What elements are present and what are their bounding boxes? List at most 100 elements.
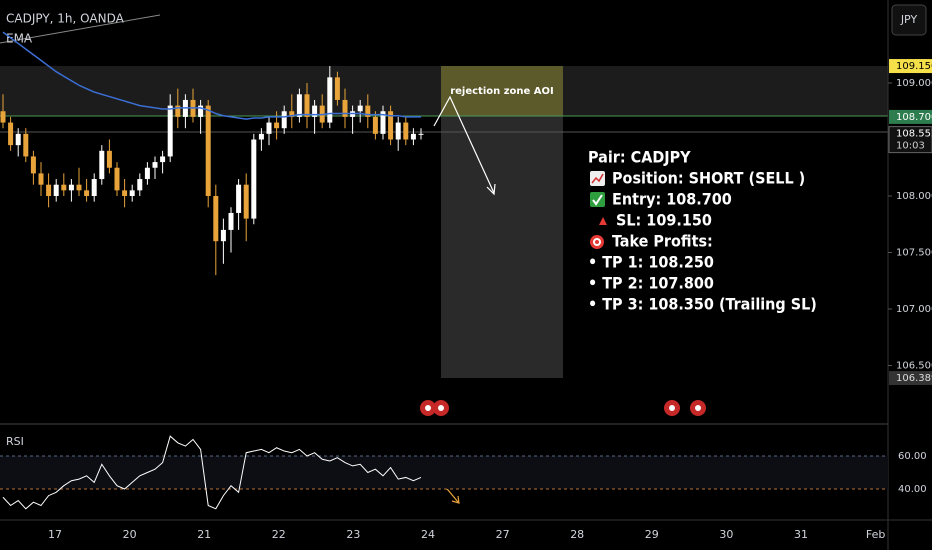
candle-body xyxy=(296,94,302,117)
candle-body xyxy=(266,122,272,134)
indicator-label: EMA xyxy=(6,32,33,46)
candle-body xyxy=(76,184,82,191)
plan-line: Position: SHORT (SELL ) xyxy=(612,169,805,188)
arrow-head xyxy=(486,183,496,196)
candle-body xyxy=(357,105,363,112)
plan-line: Entry: 108.700 xyxy=(612,190,732,209)
price-tag xyxy=(889,371,932,386)
candle-body xyxy=(15,133,21,146)
candle-body xyxy=(23,133,29,157)
symbol-label: CADJPY, 1h, OANDA xyxy=(6,12,125,26)
time-label: 30 xyxy=(719,528,733,541)
rsi-tick-label: 60.00 xyxy=(898,451,927,462)
time-label: Feb xyxy=(866,528,885,541)
price-tag-label: 108.552 xyxy=(896,129,932,140)
rsi-arrow-head xyxy=(451,495,460,504)
plan-line: • TP 1: 108.250 xyxy=(588,253,714,272)
candle-body xyxy=(84,190,90,196)
price-tick-label: 107.000 xyxy=(896,304,932,315)
plan-line: • TP 2: 107.800 xyxy=(588,274,714,293)
candle-body xyxy=(236,184,242,213)
candle-body xyxy=(418,133,424,135)
candle-body xyxy=(380,111,386,134)
candle-body xyxy=(410,133,416,140)
candle-body xyxy=(205,105,211,196)
price-tick-label: 108.000 xyxy=(896,191,932,202)
chart-icon-line xyxy=(591,173,604,184)
time-label: 24 xyxy=(421,528,435,541)
price-tag-label: 106.389 xyxy=(896,373,932,384)
currency-button[interactable] xyxy=(891,4,927,36)
event-icon-dot xyxy=(438,405,444,411)
target-center xyxy=(595,240,599,244)
candle-body xyxy=(8,122,14,146)
candle-body xyxy=(61,184,67,191)
sl-icon xyxy=(599,217,607,225)
candle-body xyxy=(91,179,97,196)
price-tag-label: 109.150 xyxy=(896,61,932,72)
plan-line: SL: 109.150 xyxy=(616,211,712,230)
ema-line xyxy=(2,31,421,120)
plan-line: • TP 3: 108.350 (Trailing SL) xyxy=(588,295,817,314)
candle-body xyxy=(243,184,249,219)
candle-body xyxy=(198,105,204,117)
time-label: 20 xyxy=(123,528,137,541)
time-label: 23 xyxy=(346,528,360,541)
price-tag-label: 108.700 xyxy=(896,112,932,123)
candle-body xyxy=(160,156,166,163)
candle-body xyxy=(99,150,105,180)
candle-body xyxy=(334,77,340,100)
candle-body xyxy=(289,111,295,117)
time-label: 31 xyxy=(794,528,808,541)
candle-body xyxy=(129,190,135,196)
time-label: 27 xyxy=(496,528,510,541)
currency-label[interactable]: JPY xyxy=(900,13,918,26)
trend-line xyxy=(0,14,161,44)
event-icon-dot xyxy=(425,405,431,411)
trade-plan: Pair: CADJPY Position: SHORT (SELL ) Ent… xyxy=(588,148,817,314)
price-tag-countdown: 10:03 xyxy=(896,141,925,152)
candle-body xyxy=(395,122,401,140)
candle-body xyxy=(258,133,264,140)
price-tick-label: 109.000 xyxy=(896,78,932,89)
candle-body xyxy=(312,105,318,117)
time-label: 29 xyxy=(645,528,659,541)
time-label: 22 xyxy=(272,528,286,541)
candle-body xyxy=(167,105,173,157)
event-icons xyxy=(420,400,706,416)
target-zone xyxy=(441,116,563,378)
price-tick-label: 107.500 xyxy=(896,248,932,259)
time-label: 28 xyxy=(570,528,584,541)
candle-body xyxy=(403,122,409,140)
candle-body xyxy=(137,179,143,191)
candle-body xyxy=(152,162,158,168)
candle-body xyxy=(46,184,52,196)
candle-body xyxy=(122,190,128,196)
event-icon-dot xyxy=(669,405,675,411)
candle-body xyxy=(175,105,181,117)
time-label: 21 xyxy=(197,528,211,541)
plan-line: Pair: CADJPY xyxy=(588,148,691,167)
price-tag xyxy=(888,126,932,154)
rsi-label: RSI xyxy=(6,435,24,448)
rsi-line xyxy=(2,435,422,510)
candle-body xyxy=(388,111,394,140)
event-icon-dot xyxy=(695,405,701,411)
rejection-zone xyxy=(441,66,563,116)
plan-line: Take Profits: xyxy=(612,232,713,251)
candle-body xyxy=(0,111,6,123)
candle-body xyxy=(106,150,112,168)
candle-body xyxy=(372,116,378,134)
candle-body xyxy=(327,77,333,123)
candle-body xyxy=(274,122,280,129)
rsi-band xyxy=(0,456,888,489)
check-icon xyxy=(590,192,605,207)
price-tag xyxy=(889,109,932,124)
candle-body xyxy=(281,111,287,129)
rsi-tick-label: 40.00 xyxy=(898,484,927,495)
candle-body xyxy=(228,212,234,230)
candle-body xyxy=(38,173,44,185)
time-label: 17 xyxy=(48,528,62,541)
zone-label: rejection zone AOI xyxy=(450,86,554,97)
